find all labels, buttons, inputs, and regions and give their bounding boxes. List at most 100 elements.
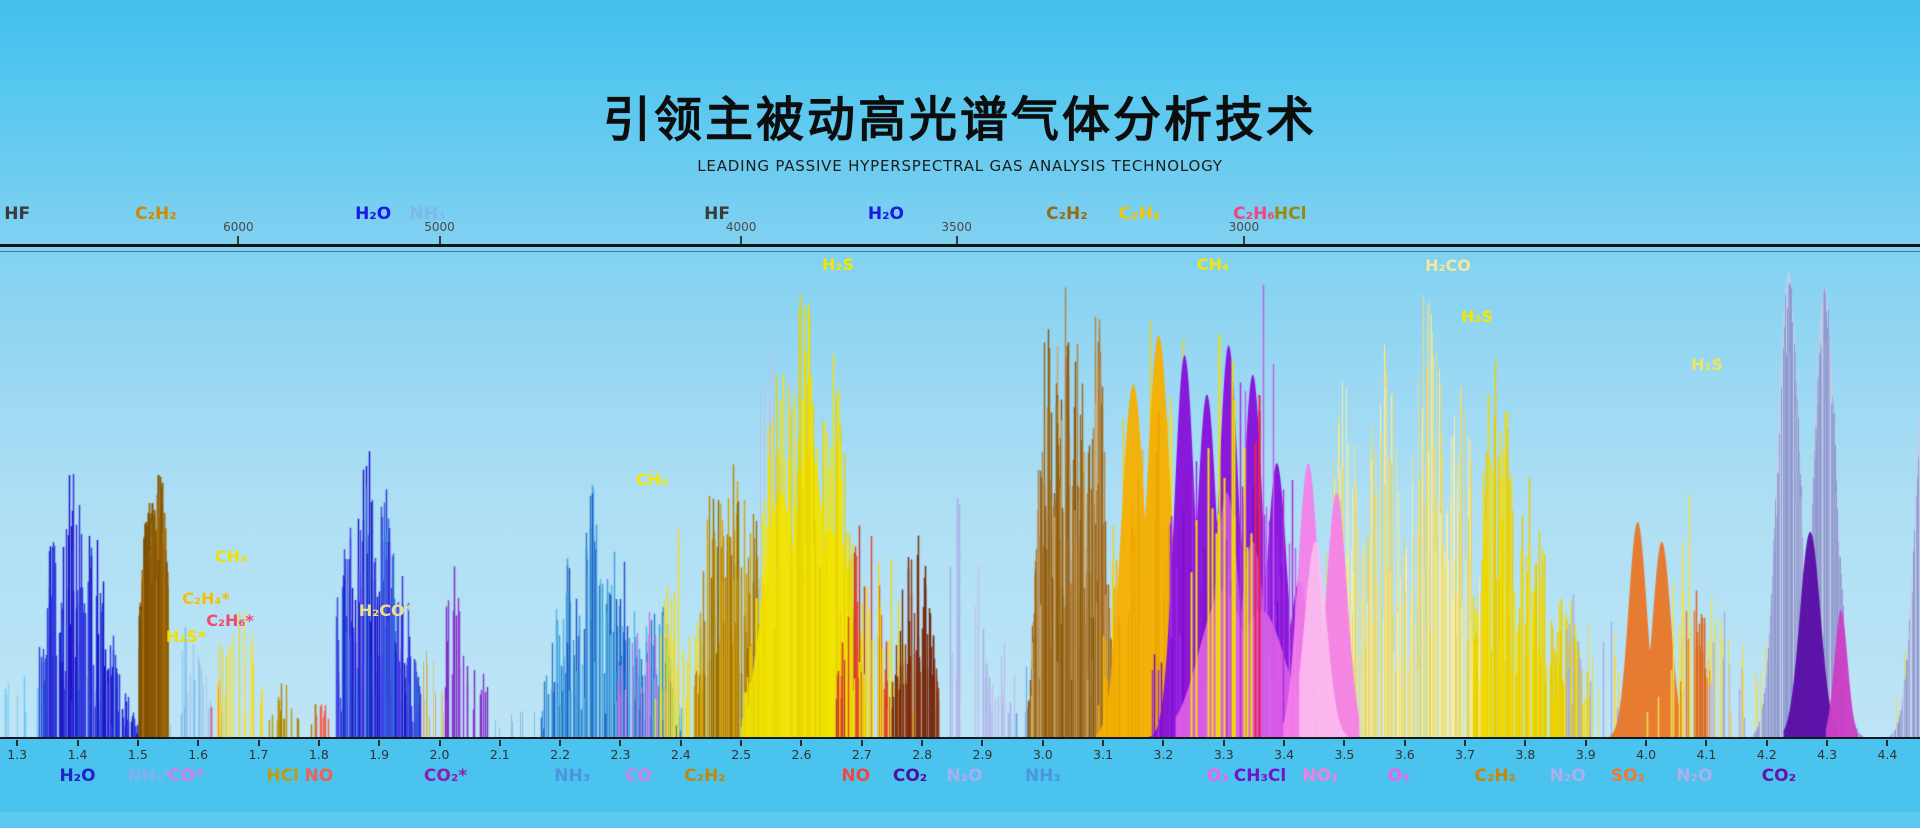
top-axis-tick-label: 3500 [941, 220, 972, 234]
top-axis-tick [237, 236, 240, 244]
gas-label-inline: H₂S [1461, 307, 1493, 326]
bottom-axis-tick [16, 740, 19, 746]
bottom-axis-tick [317, 740, 320, 746]
gas-label-bottom: CO₂ [1761, 766, 1797, 786]
gas-label-top: C₂H₂ [1046, 204, 1088, 224]
bottom-axis-tick [1464, 740, 1467, 746]
bottom-axis-tick-label: 4.4 [1877, 747, 1898, 762]
bottom-axis-tick-label: 1.6 [188, 747, 209, 762]
gas-label-bottom: C₂H₂ [1474, 766, 1517, 786]
bottom-axis-tick [197, 740, 200, 746]
bottom-axis-tick [1705, 740, 1708, 746]
gas-label-top: NH₃ [409, 204, 446, 224]
bottom-axis-tick [1403, 740, 1406, 746]
bottom-axis-tick [921, 740, 924, 746]
bottom-axis-tick [1343, 740, 1346, 746]
bottom-axis-tick-label: 3.4 [1274, 747, 1295, 762]
bottom-axis-tick [1645, 740, 1648, 746]
bottom-axis-tick [1765, 740, 1768, 746]
top-axis-tick-label: 3000 [1228, 220, 1260, 234]
gas-label-bottom: NH₃ [1024, 766, 1061, 786]
bottom-axis-tick [76, 740, 79, 746]
bottom-axis-tick-label: 2.7 [851, 747, 872, 762]
gas-label-bottom: CO* [168, 766, 205, 786]
gas-label-bottom: N₂O [946, 766, 983, 786]
top-axis-tick [955, 236, 958, 244]
gas-label-bottom: CO [625, 766, 653, 786]
top-axis-tick [1242, 236, 1245, 244]
bottom-axis-line [0, 737, 1920, 739]
bottom-axis-tick-label: 2.1 [489, 747, 510, 762]
bottom-axis-tick-label: 4.3 [1817, 747, 1838, 762]
bottom-axis-tick [136, 740, 139, 746]
bottom-axis-tick-label: 4.0 [1636, 747, 1657, 762]
gas-label-bottom: CO₂* [423, 766, 468, 786]
gas-label-inline: C₂H₆* [206, 611, 254, 630]
bottom-axis-tick-label: 2.6 [791, 747, 812, 762]
gas-label-bottom: NO₂ [1302, 766, 1339, 786]
bottom-axis-tick-label: 1.3 [7, 747, 28, 762]
gas-label-bottom: SO₂ [1610, 766, 1646, 786]
gas-label-bottom: CO₂ [892, 766, 928, 786]
bottom-axis-tick [1222, 740, 1225, 746]
gas-label-inline: CH₄ [1196, 255, 1230, 274]
bottom-axis-tick [559, 740, 562, 746]
bottom-axis-tick-label: 1.9 [369, 747, 390, 762]
bottom-axis-tick-label: 3.9 [1575, 747, 1596, 762]
bottom-axis-tick-label: 2.9 [972, 747, 993, 762]
gas-label-top: HF [704, 204, 730, 224]
bottom-axis-tick [498, 740, 501, 746]
bottom-axis-tick-label: 2.0 [429, 747, 450, 762]
bottom-axis-tick [619, 740, 622, 746]
bottom-axis-tick-label: 2.5 [731, 747, 752, 762]
bottom-axis-tick-label: 1.4 [67, 747, 88, 762]
bottom-axis-tick-label: 3.1 [1093, 747, 1114, 762]
page-subtitle: LEADING PASSIVE HYPERSPECTRAL GAS ANALYS… [697, 157, 1223, 175]
gas-label-top: C₂H₆ [1233, 204, 1275, 224]
top-axis-tick-label: 5000 [424, 220, 455, 234]
gas-label-inline: H₂CO⁺ [358, 601, 414, 620]
bottom-axis-tick-label: 2.3 [610, 747, 631, 762]
bottom-axis-tick-label: 4.1 [1696, 747, 1717, 762]
gas-label-bottom: NO [304, 766, 334, 786]
bottom-axis-tick [1524, 740, 1527, 746]
gas-label-bottom: NH₃* [127, 766, 173, 786]
gas-label-top: HCl [1273, 204, 1307, 224]
bottom-axis-tick [1162, 740, 1165, 746]
gas-label-inline: H₂CO [1425, 256, 1471, 275]
top-axis-tick-label: 6000 [223, 220, 254, 234]
bottom-axis-tick-label: 1.7 [248, 747, 269, 762]
page-title: 引领主被动高光谱气体分析技术 [602, 92, 1317, 148]
top-axis-tick [438, 236, 441, 244]
gas-label-inline: C₂H₄* [182, 589, 230, 608]
gas-label-bottom: CH₃Cl [1233, 766, 1287, 786]
bottom-axis-tick [1041, 740, 1044, 746]
top-axis-tick-label: 4000 [725, 220, 757, 234]
bottom-axis-tick-label: 2.2 [550, 747, 571, 762]
bottom-axis-tick [1886, 740, 1889, 746]
gas-label-bottom: N₂O [1676, 766, 1713, 786]
bottom-axis-tick [1283, 740, 1286, 746]
bottom-axis-tick [1584, 740, 1587, 746]
bottom-axis-tick [378, 740, 381, 746]
bottom-axis-tick-label: 2.8 [912, 747, 933, 762]
bottom-axis-tick [257, 740, 260, 746]
gas-label-bottom: N₂O [1549, 766, 1586, 786]
bottom-axis-tick [800, 740, 803, 746]
bottom-axis-tick-label: 3.0 [1032, 747, 1053, 762]
gas-label-bottom: NO [841, 766, 871, 786]
gas-label-bottom: C₂H₂ [684, 766, 726, 786]
bottom-axis-tick-label: 2.4 [670, 747, 691, 762]
bottom-axis-tick [679, 740, 682, 746]
bottom-axis-tick-label: 4.2 [1756, 747, 1777, 762]
gas-label-bottom: O₃ [1206, 766, 1229, 786]
top-axis-tick [740, 236, 743, 244]
gas-label-bottom: O₃ [1387, 766, 1410, 786]
bottom-axis-tick [1102, 740, 1105, 746]
gas-label-bottom: NH₃ [554, 766, 591, 786]
bottom-axis-tick [981, 740, 984, 746]
gas-label-inline: CH₄ [214, 547, 248, 566]
